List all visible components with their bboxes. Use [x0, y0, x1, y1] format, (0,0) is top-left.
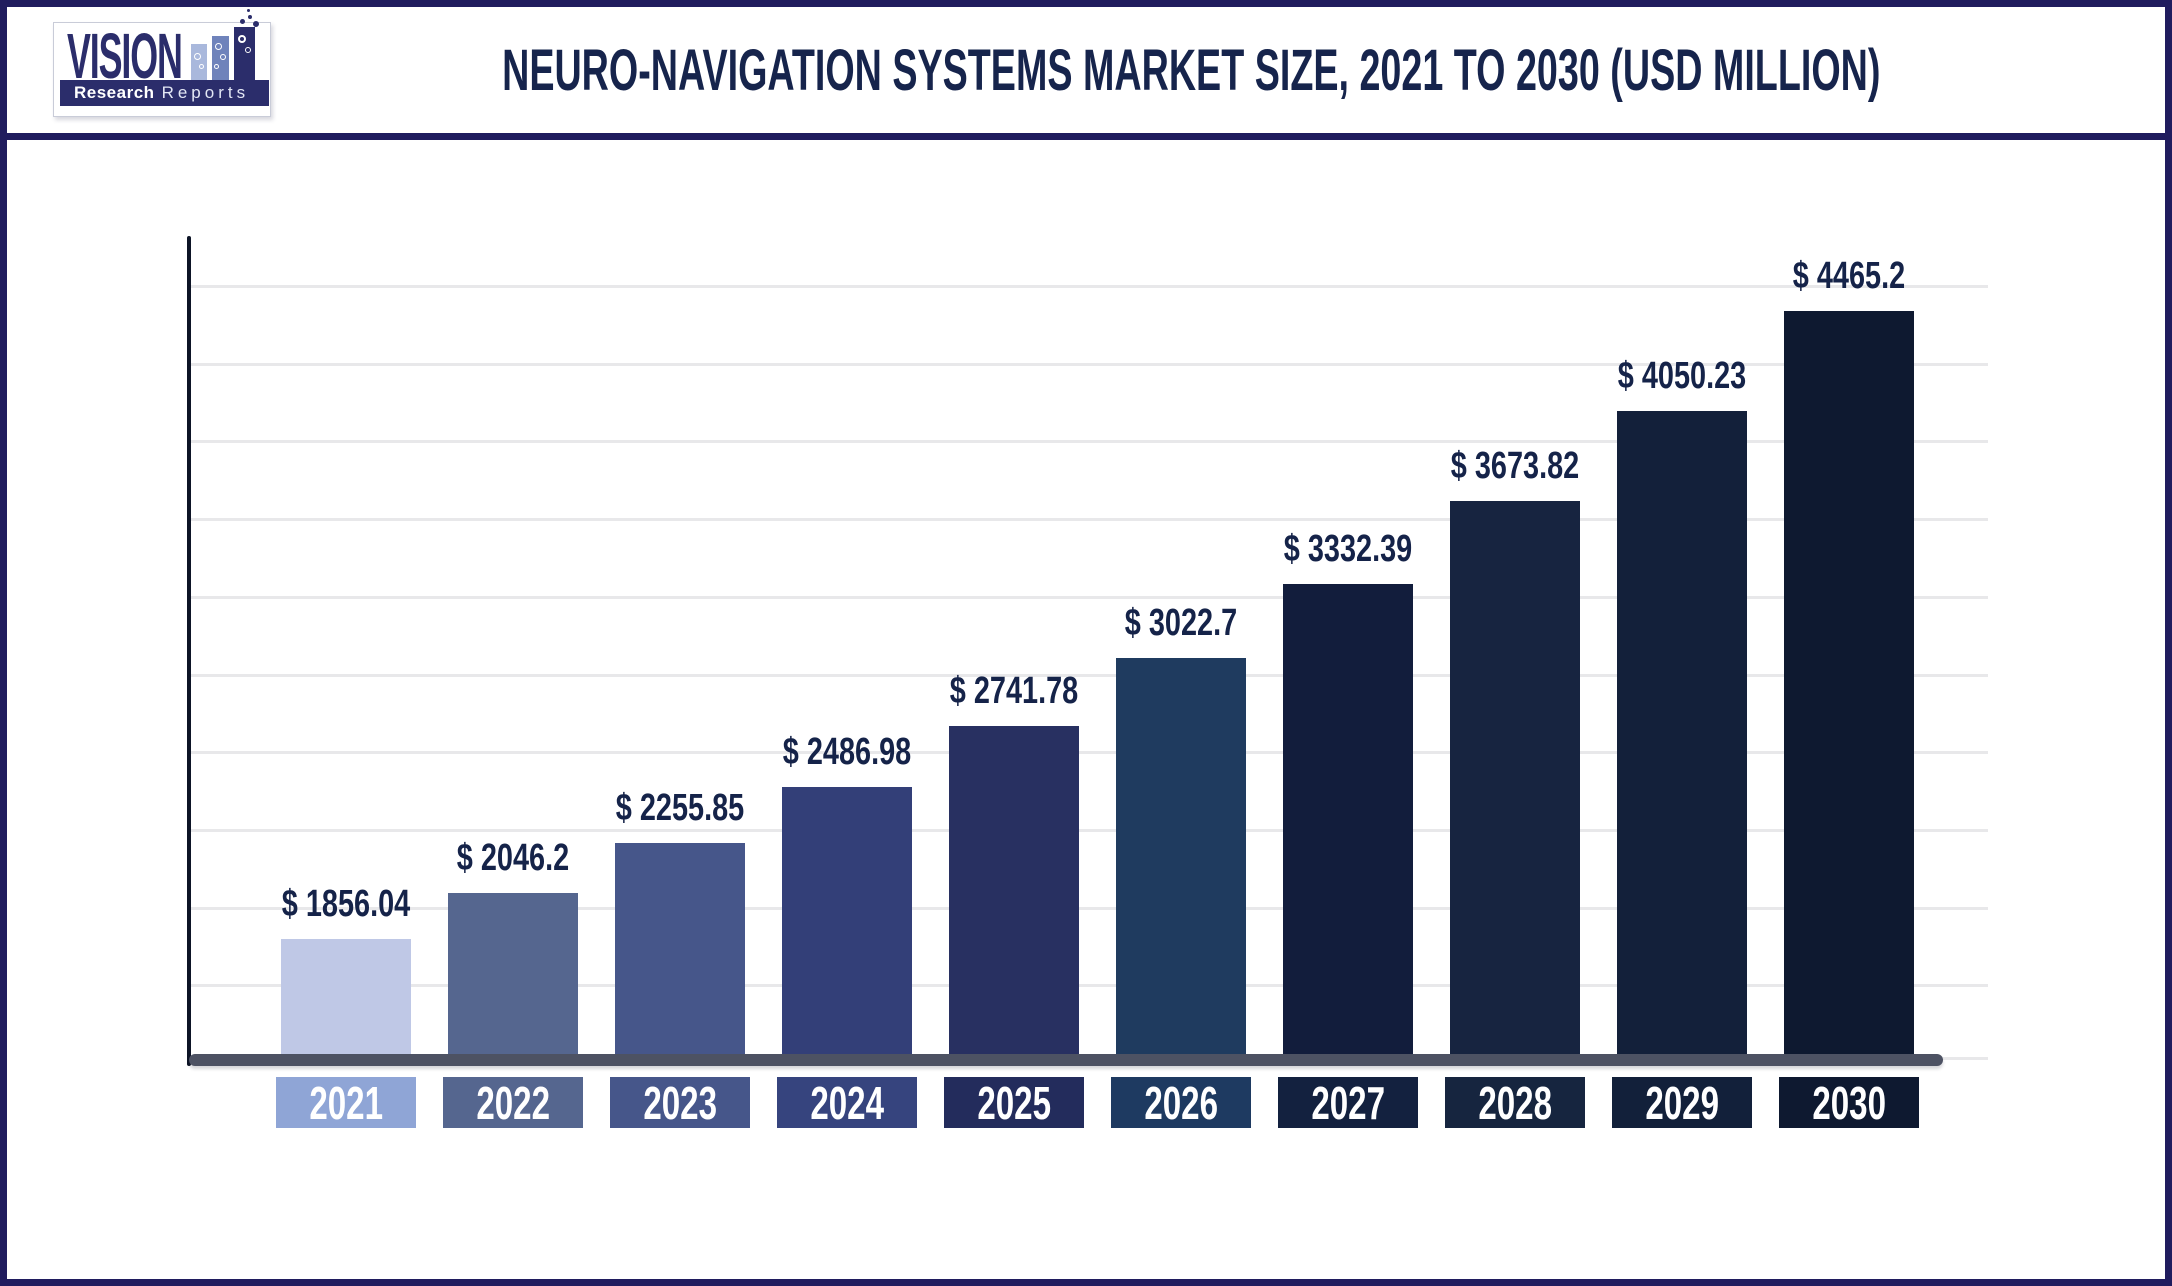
x-tick-2021: 2021 — [276, 1076, 416, 1129]
x-tick-2027: 2027 — [1278, 1076, 1418, 1129]
logo-bubble-icon — [248, 15, 252, 19]
bar-value-label-2027: $ 3332.39 — [1283, 528, 1413, 570]
bar-value-label-2026: $ 3022.7 — [1124, 602, 1238, 644]
bar-value-label-2029: $ 4050.23 — [1617, 355, 1747, 397]
x-tick-label-2022: 2022 — [476, 1076, 550, 1129]
bar-2025 — [949, 726, 1079, 1054]
x-tick-2025: 2025 — [944, 1076, 1084, 1129]
x-tick-label-2023: 2023 — [643, 1076, 717, 1129]
logo-bubble-icon — [240, 19, 245, 24]
logo-bubble-icon — [247, 9, 250, 12]
x-tick-2023: 2023 — [610, 1076, 750, 1129]
vision-research-reports-logo: VISION Research Reports — [53, 9, 271, 117]
gridline — [189, 907, 1988, 910]
logo-brand-text: VISION — [67, 20, 183, 92]
bar-value-label-2030: $ 4465.2 — [1792, 255, 1906, 297]
chart-title: NEURO-NAVIGATION SYSTEMS MARKET SIZE, 20… — [501, 37, 1881, 103]
bar-2028 — [1450, 501, 1580, 1054]
gridline — [189, 440, 1988, 443]
gridline — [189, 596, 1988, 599]
bar-value-label-2024: $ 2486.98 — [782, 731, 912, 773]
logo-bubble-icon — [199, 64, 204, 69]
x-tick-label-2027: 2027 — [1311, 1076, 1385, 1129]
logo-bubble-icon — [220, 54, 226, 60]
gridline — [189, 984, 1988, 987]
y-axis-line — [187, 236, 191, 1066]
x-tick-2028: 2028 — [1445, 1076, 1585, 1129]
x-tick-label-2029: 2029 — [1645, 1076, 1719, 1129]
logo-tagline-band: Research Reports — [60, 80, 269, 106]
x-tick-label-2021: 2021 — [309, 1076, 383, 1129]
bar-value-label-2023: $ 2255.85 — [615, 787, 745, 829]
logo-bubble-icon — [194, 53, 201, 60]
header: NEURO-NAVIGATION SYSTEMS MARKET SIZE, 20… — [7, 7, 2165, 133]
x-tick-label-2028: 2028 — [1478, 1076, 1552, 1129]
logo-bubble-icon — [238, 35, 246, 43]
logo-bar-icon-light — [191, 44, 207, 80]
x-tick-2024: 2024 — [777, 1076, 917, 1129]
x-tick-label-2024: 2024 — [810, 1076, 884, 1129]
logo-bubble-icon — [214, 64, 219, 69]
logo-bubble-icon — [245, 47, 251, 53]
bar-2027 — [1283, 584, 1413, 1054]
gridline — [189, 518, 1988, 521]
logo-bubble-icon — [253, 21, 259, 27]
x-tick-2029: 2029 — [1612, 1076, 1752, 1129]
bar-2029 — [1617, 411, 1747, 1054]
bar-value-label-2028: $ 3673.82 — [1450, 445, 1580, 487]
bar-value-label-2022: $ 2046.2 — [456, 837, 570, 879]
x-tick-label-2026: 2026 — [1144, 1076, 1218, 1129]
bar-2024 — [782, 787, 912, 1054]
x-tick-2030: 2030 — [1779, 1076, 1919, 1129]
bar-value-label-2025: $ 2741.78 — [949, 670, 1079, 712]
title-wrap: NEURO-NAVIGATION SYSTEMS MARKET SIZE, 20… — [7, 7, 2165, 133]
header-divider — [7, 133, 2165, 140]
x-axis-bar — [189, 1054, 1943, 1066]
gridline — [189, 674, 1988, 677]
gridline — [189, 285, 1988, 288]
bar-2026 — [1116, 658, 1246, 1054]
gridline — [189, 829, 1988, 832]
gridline — [189, 751, 1988, 754]
logo-tagline-light: Reports — [161, 83, 250, 102]
bar-2030 — [1784, 311, 1914, 1054]
bar-2023 — [615, 843, 745, 1054]
bar-chart-plot-area: $ 1856.04 2021 $ 2046.2 2022 $ 2255.85 2023 $ … — [7, 140, 2165, 1279]
x-tick-label-2030: 2030 — [1812, 1076, 1886, 1129]
gridline — [189, 363, 1988, 366]
bar-2021 — [281, 939, 411, 1054]
x-tick-2026: 2026 — [1111, 1076, 1251, 1129]
bar-value-label-2021: $ 1856.04 — [281, 883, 411, 925]
x-tick-label-2025: 2025 — [977, 1076, 1051, 1129]
logo-bar-icon-dark — [234, 27, 255, 91]
x-tick-2022: 2022 — [443, 1076, 583, 1129]
bar-2022 — [448, 893, 578, 1054]
logo-tagline-bold: Research — [74, 83, 155, 102]
logo-bubble-icon — [215, 43, 222, 50]
